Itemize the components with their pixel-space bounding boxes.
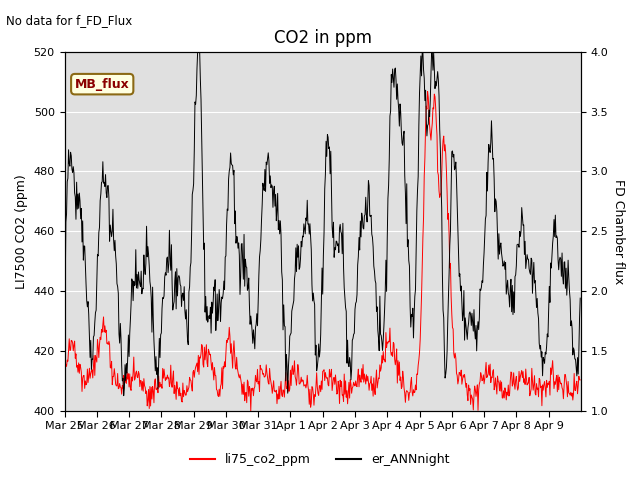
Y-axis label: LI7500 CO2 (ppm): LI7500 CO2 (ppm) [15,174,28,289]
Title: CO2 in ppm: CO2 in ppm [274,29,372,48]
Text: No data for f_FD_Flux: No data for f_FD_Flux [6,14,132,27]
Y-axis label: FD Chamber flux: FD Chamber flux [612,179,625,284]
Legend: li75_co2_ppm, er_ANNnight: li75_co2_ppm, er_ANNnight [186,448,454,471]
Text: MB_flux: MB_flux [75,78,130,91]
